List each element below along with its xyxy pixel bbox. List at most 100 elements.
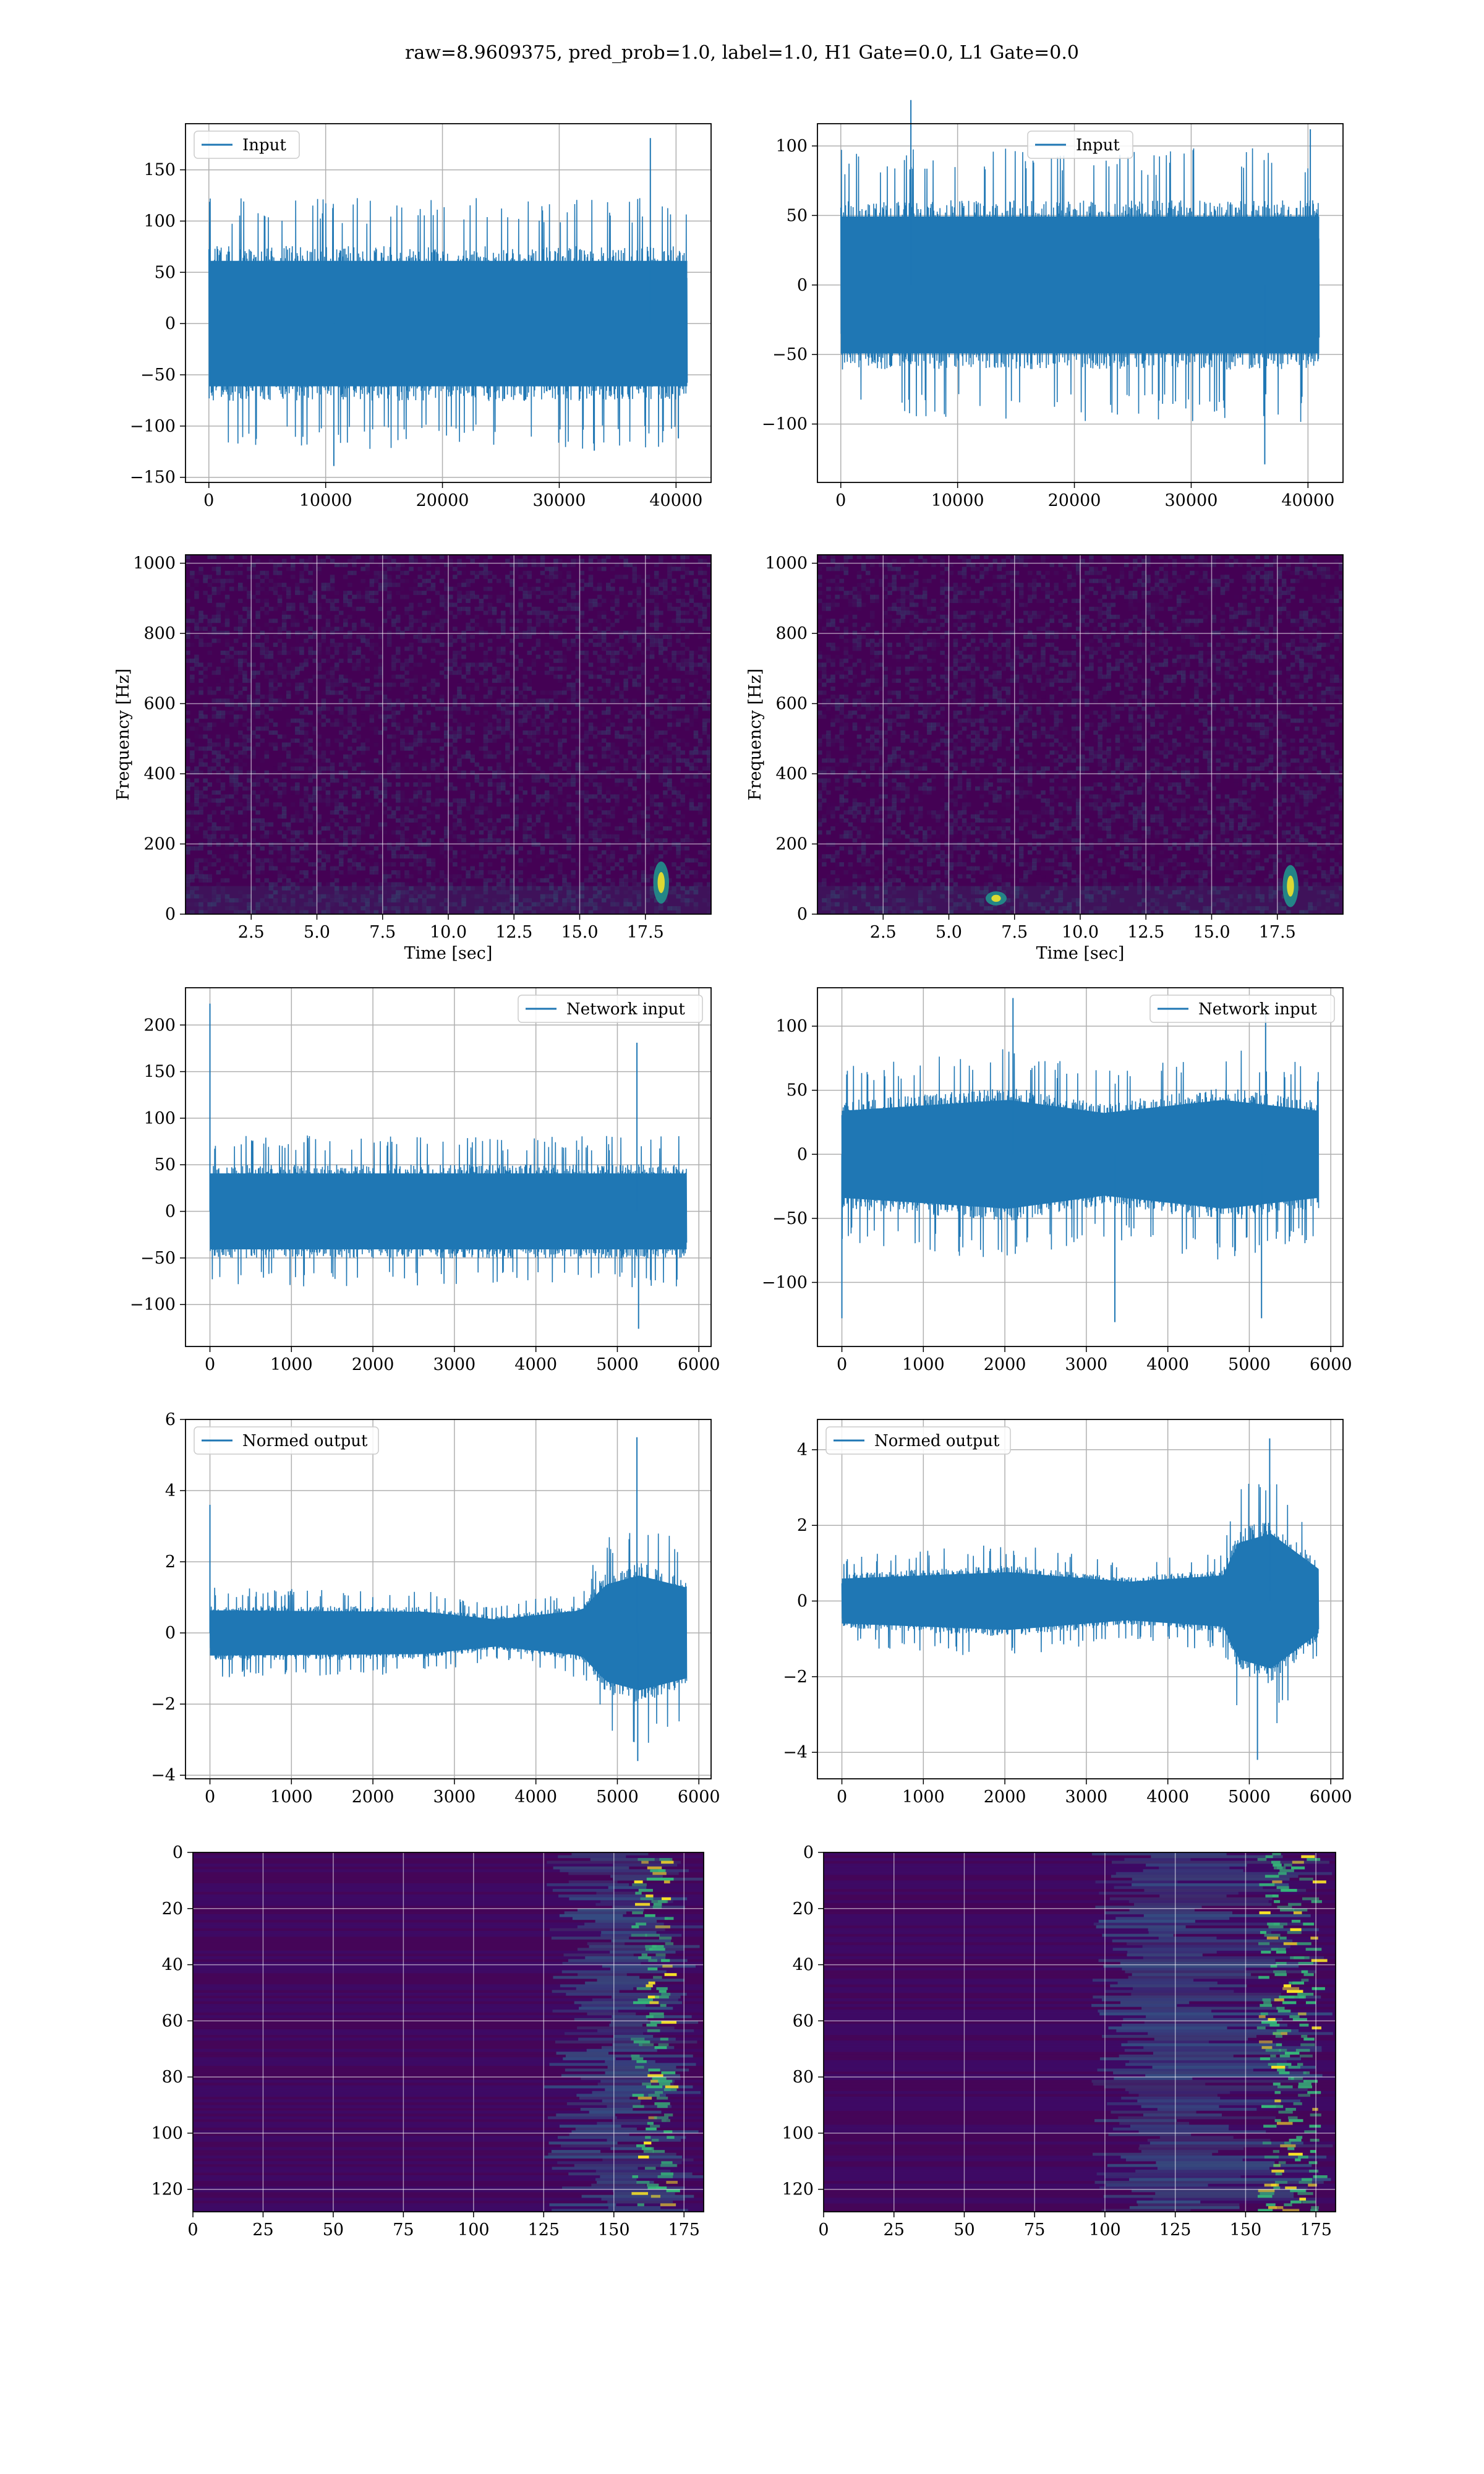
x-tick-label: 3000: [1065, 1787, 1108, 1807]
y-tick-label: 40: [793, 1956, 814, 1975]
x-tick-label: 25: [884, 2220, 905, 2240]
x-tick-label: 20000: [416, 491, 469, 510]
x-tick-label: 75: [393, 2220, 414, 2240]
series-core: [208, 260, 688, 387]
axes-frame: [823, 1852, 1336, 2212]
x-tick-label: 150: [1230, 2220, 1262, 2240]
y-tick-label: 150: [143, 1063, 176, 1082]
x-tick-label: 6000: [1310, 1355, 1352, 1374]
x-tick-label: 12.5: [1127, 923, 1164, 942]
x-tick-label: 4000: [1146, 1787, 1189, 1807]
chart-normed-output-right: Normed output 0 1000 2000 3000 4000 5000 6000 −4…: [783, 1419, 1352, 1807]
y-tick-label: −4: [783, 1743, 808, 1762]
y-tick-label: 2: [797, 1516, 808, 1535]
x-tick-label: 15.0: [561, 923, 598, 942]
x-tick-label: 20000: [1048, 491, 1101, 510]
axes-frame: [185, 123, 712, 483]
x-tick-label: 4000: [514, 1787, 557, 1807]
legend-label: Normed output: [242, 1432, 368, 1450]
x-tick-label: 5.0: [936, 923, 962, 942]
y-tick-label: 100: [143, 1109, 176, 1128]
x-tick-label: 5000: [1228, 1787, 1271, 1807]
x-tick-label: 10000: [931, 491, 984, 510]
y-tick-label: 4: [797, 1440, 808, 1460]
y-tick-label: −4: [151, 1766, 176, 1785]
y-tick-label: 50: [787, 206, 808, 225]
y-tick-label: 100: [151, 2124, 183, 2143]
heatmap-cells: [193, 1852, 704, 2212]
x-axis-label: Time [sec]: [1036, 944, 1125, 963]
chart-input-right: Input 0 10000 20000 30000 40000 −100 −50 0 50 100: [762, 100, 1344, 510]
y-tick-label: 100: [775, 1017, 808, 1036]
x-tick-label: 15.0: [1193, 923, 1230, 942]
x-tick-label: 75: [1024, 2220, 1045, 2240]
y-tick-label: 80: [793, 2068, 814, 2087]
grid: [192, 1852, 704, 2212]
legend: Network input: [1149, 995, 1335, 1023]
x-tick-label: 17.5: [1259, 923, 1296, 942]
heatmap-cells: [817, 555, 1343, 914]
y-tick-label: 50: [787, 1081, 808, 1100]
y-tick-label: 4: [165, 1481, 176, 1500]
x-tick-label: 40000: [649, 491, 702, 510]
y-tick-label: 0: [173, 1843, 183, 1862]
legend: Normed output: [194, 1426, 379, 1455]
chart-feature-map-right: 0 25 50 75 100 125 150 175 0 20 40 60 80 100 120: [782, 1843, 1336, 2240]
x-tick-label: 100: [1089, 2220, 1121, 2240]
figure-title: raw=8.9609375, pred_prob=1.0, label=1.0,…: [405, 42, 1079, 64]
y-tick-label: 1000: [133, 554, 176, 573]
y-tick-label: 600: [775, 695, 808, 714]
y-tick-label: 80: [162, 2068, 183, 2087]
axes-frame: [817, 1419, 1344, 1779]
y-tick-label: 100: [775, 137, 808, 156]
y-tick-label: 0: [165, 1624, 176, 1643]
x-tick-label: 1000: [902, 1787, 945, 1807]
x-tick-label: 0: [187, 2220, 198, 2240]
y-tick-label: −2: [151, 1695, 176, 1714]
x-tick-label: 0: [205, 1787, 215, 1807]
y-tick-label: −100: [762, 415, 808, 434]
y-tick-label: −50: [140, 1249, 176, 1268]
y-tick-label: 0: [797, 905, 808, 924]
x-tick-label: 7.5: [369, 923, 396, 942]
x-tick-label: 0: [205, 1355, 215, 1374]
y-tick-label: 150: [143, 161, 176, 180]
legend-label: Input: [242, 136, 286, 155]
x-tick-label: 17.5: [627, 923, 664, 942]
x-tick-label: 3000: [433, 1355, 476, 1374]
x-tick-label: 1000: [270, 1355, 313, 1374]
x-tick-label: 1000: [902, 1355, 945, 1374]
x-tick-label: 0: [818, 2220, 829, 2240]
series-core: [842, 1100, 1319, 1209]
x-tick-label: 5.0: [304, 923, 330, 942]
heatmap-cells: [186, 555, 711, 914]
chart-input-left: Input 0 10000 20000 30000 40000 −150 −100 −50 0 50…: [130, 123, 712, 510]
y-tick-label: 200: [775, 835, 808, 854]
x-tick-label: 10000: [299, 491, 352, 510]
y-axis-label: Frequency [Hz]: [114, 669, 133, 800]
legend: Input: [1027, 131, 1133, 159]
y-tick-label: 200: [143, 1016, 176, 1035]
x-tick-label: 30000: [532, 491, 586, 510]
y-tick-label: 0: [797, 1592, 808, 1611]
x-tick-label: 125: [528, 2220, 560, 2240]
axes-frame: [185, 1419, 712, 1779]
y-tick-label: 100: [782, 2124, 814, 2143]
x-tick-label: 3000: [1065, 1355, 1108, 1374]
x-tick-label: 2.5: [238, 923, 265, 942]
x-tick-label: 10.0: [1062, 923, 1099, 942]
y-tick-label: 120: [151, 2180, 183, 2199]
x-tick-label: 50: [953, 2220, 974, 2240]
y-tick-label: −2: [783, 1667, 808, 1687]
x-tick-label: 125: [1159, 2220, 1192, 2240]
y-tick-label: 40: [162, 1956, 183, 1975]
y-tick-label: 0: [165, 905, 176, 924]
legend: Normed output: [825, 1426, 1011, 1455]
axes-frame: [185, 987, 712, 1347]
y-tick-label: 50: [155, 1155, 176, 1175]
y-tick-label: 0: [803, 1843, 814, 1862]
x-axis-label: Time [sec]: [404, 944, 493, 963]
x-tick-label: 25: [252, 2220, 273, 2240]
legend-label: Normed output: [874, 1432, 1000, 1450]
